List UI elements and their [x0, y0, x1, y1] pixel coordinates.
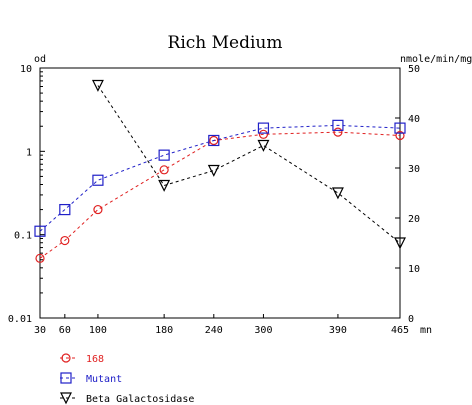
legend-label: Mutant: [86, 374, 122, 385]
x-tick-label: 180: [155, 325, 173, 336]
x-axis-unit-label: mn: [420, 325, 432, 336]
x-tick-label: 300: [254, 325, 272, 336]
data-point: [93, 204, 103, 215]
right-y-tick-label: 10: [408, 264, 420, 275]
data-point: [394, 122, 406, 134]
x-tick-label: 30: [34, 325, 46, 336]
right-axis-unit-label: nmole/min/mg: [400, 54, 472, 65]
data-point: [257, 139, 270, 152]
data-point: [35, 253, 45, 263]
series-layer: [34, 79, 406, 263]
x-tick-label: 100: [89, 325, 107, 336]
legend-item: Mutant: [60, 372, 122, 385]
left-y-tick-label: 0.1: [14, 231, 32, 242]
data-point: [332, 119, 344, 131]
series-line: [97, 85, 401, 244]
data-point: [158, 179, 171, 192]
left-axis-unit-label: od: [34, 54, 46, 65]
right-y-tick-label: 0: [408, 314, 414, 325]
data-point: [92, 174, 104, 186]
data-point: [91, 79, 104, 92]
legend-label: 168: [86, 354, 104, 365]
series-line: [39, 131, 401, 259]
data-point: [395, 130, 405, 141]
data-point: [209, 135, 219, 146]
series-168: [35, 127, 405, 263]
chart-title: Rich Medium: [168, 33, 283, 53]
right-y-tick-label: 40: [408, 114, 420, 125]
data-point: [394, 237, 406, 250]
left-y-tick-label: 0.01: [8, 314, 32, 325]
legend-marker-icon: [60, 372, 72, 384]
right-y-tick-label: 30: [408, 164, 420, 175]
x-tick-label: 240: [205, 325, 223, 336]
legend-item: Beta Galactosidase: [60, 392, 194, 405]
data-point: [208, 134, 220, 147]
tick-layer: 30 60 100 180 240 300 390 4650.010.111001020304…: [8, 64, 420, 336]
data-point: [59, 203, 71, 216]
x-tick-label: 465: [391, 325, 409, 336]
data-point: [257, 122, 270, 134]
data-point: [158, 149, 170, 161]
x-tick-label: 60: [59, 325, 71, 336]
left-y-tick-label: 1: [26, 147, 32, 158]
legend-marker-icon: [61, 353, 71, 363]
series-beta-galactosidase: [91, 79, 406, 250]
legend: 168 Mutant Beta Galactosidase: [60, 353, 194, 405]
series-line: [39, 124, 401, 232]
legend-item: 168: [60, 353, 104, 365]
data-point: [34, 225, 46, 237]
series-mutant: [34, 119, 406, 237]
legend-marker-icon: [60, 392, 72, 405]
data-point: [333, 127, 343, 137]
right-y-tick-label: 50: [408, 64, 420, 75]
data-point: [331, 187, 344, 200]
legend-label: Beta Galactosidase: [86, 394, 194, 405]
plot-frame: [39, 67, 401, 319]
data-point: [60, 235, 70, 246]
data-point: [159, 165, 169, 175]
right-y-tick-label: 20: [408, 214, 420, 225]
data-point: [207, 164, 220, 177]
x-tick-label: 390: [329, 325, 347, 336]
data-point: [258, 129, 269, 139]
left-y-tick-label: 10: [20, 64, 32, 75]
